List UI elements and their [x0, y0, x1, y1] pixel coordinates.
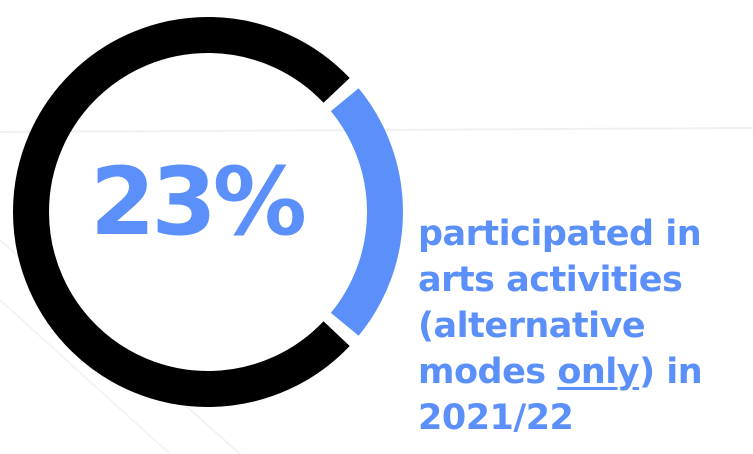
background-diagonal-line	[0, 299, 171, 454]
caption-line-3: (alternative	[418, 303, 753, 349]
caption-segment: (alternative	[418, 306, 646, 346]
donut-slice-participated	[330, 88, 403, 336]
caption-segment: ) in	[639, 352, 703, 392]
caption-line-2: arts activities	[418, 257, 753, 303]
caption-segment: participated in	[418, 214, 702, 254]
caption-line-4: modes only) in	[418, 349, 753, 395]
caption-segment: modes	[418, 352, 558, 392]
percentage-value: 23%	[90, 148, 307, 257]
caption-underlined-word: only	[557, 352, 640, 392]
caption-line-5: 2021/22	[418, 395, 753, 441]
caption-segment: arts activities	[418, 260, 683, 300]
caption-segment: 2021/22	[418, 398, 574, 438]
donut-slice-remainder	[13, 17, 350, 407]
caption-text: participated in arts activities (alterna…	[418, 211, 753, 441]
caption-line-1: participated in	[418, 211, 753, 257]
